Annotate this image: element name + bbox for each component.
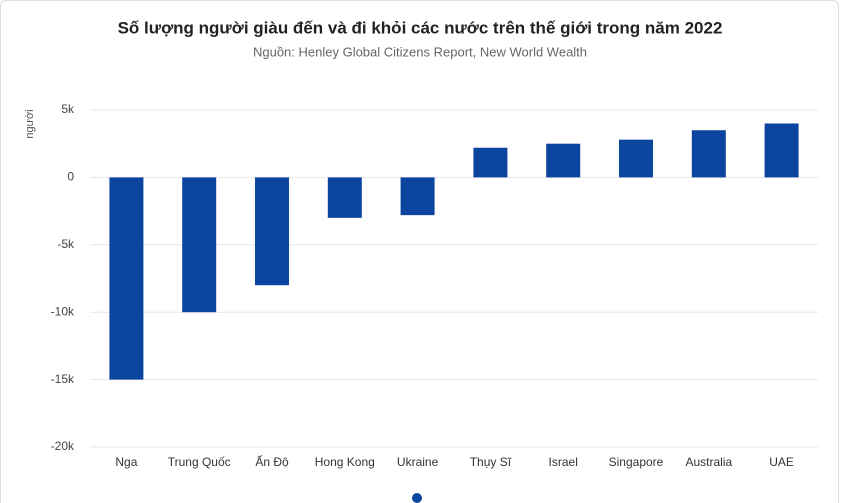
- y-tick-label: -5k: [57, 237, 75, 251]
- y-tick-label: -20k: [51, 439, 75, 453]
- bar: [619, 139, 653, 178]
- chart-title: Số lượng người giàu đến và đi khỏi các n…: [118, 18, 723, 37]
- y-axis-label: người: [24, 109, 36, 138]
- bar: [691, 130, 726, 178]
- x-tick-label: Australia: [685, 455, 732, 469]
- bar: [764, 123, 799, 178]
- bar: [327, 177, 362, 218]
- y-tick-label: -10k: [51, 304, 75, 318]
- x-tick-label: Hong Kong: [315, 455, 375, 469]
- chart-subtitle: Nguồn: Henley Global Citizens Report, Ne…: [253, 44, 587, 59]
- bar: [473, 147, 508, 178]
- bar: [109, 177, 144, 380]
- y-tick-label: -15k: [51, 372, 75, 386]
- x-tick-label: Nga: [115, 455, 137, 469]
- y-tick-label: 5k: [61, 102, 75, 116]
- pager-dot[interactable]: [412, 493, 422, 503]
- bar: [255, 177, 289, 286]
- y-tick-label: 0: [67, 170, 74, 184]
- bar: [546, 143, 581, 178]
- x-tick-label: Ấn Độ: [255, 454, 289, 469]
- x-tick-label: Singapore: [609, 455, 664, 469]
- bar: [400, 177, 435, 216]
- x-tick-label: Thụy Sĩ: [470, 455, 512, 469]
- x-tick-label: Ukraine: [397, 455, 439, 469]
- x-tick-label: Israel: [549, 455, 578, 469]
- x-tick-label: UAE: [769, 455, 794, 469]
- bar: [182, 177, 217, 313]
- x-tick-label: Trung Quốc: [168, 455, 231, 469]
